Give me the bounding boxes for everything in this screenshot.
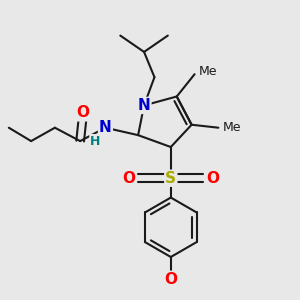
Text: N: N — [99, 120, 112, 135]
Text: Me: Me — [199, 65, 218, 78]
Text: S: S — [165, 171, 176, 186]
Text: O: O — [164, 272, 177, 287]
Text: O: O — [76, 105, 90, 120]
Text: O: O — [123, 171, 136, 186]
Text: Me: Me — [223, 121, 241, 134]
Text: O: O — [206, 171, 219, 186]
Text: H: H — [90, 135, 100, 148]
Text: N: N — [138, 98, 150, 113]
